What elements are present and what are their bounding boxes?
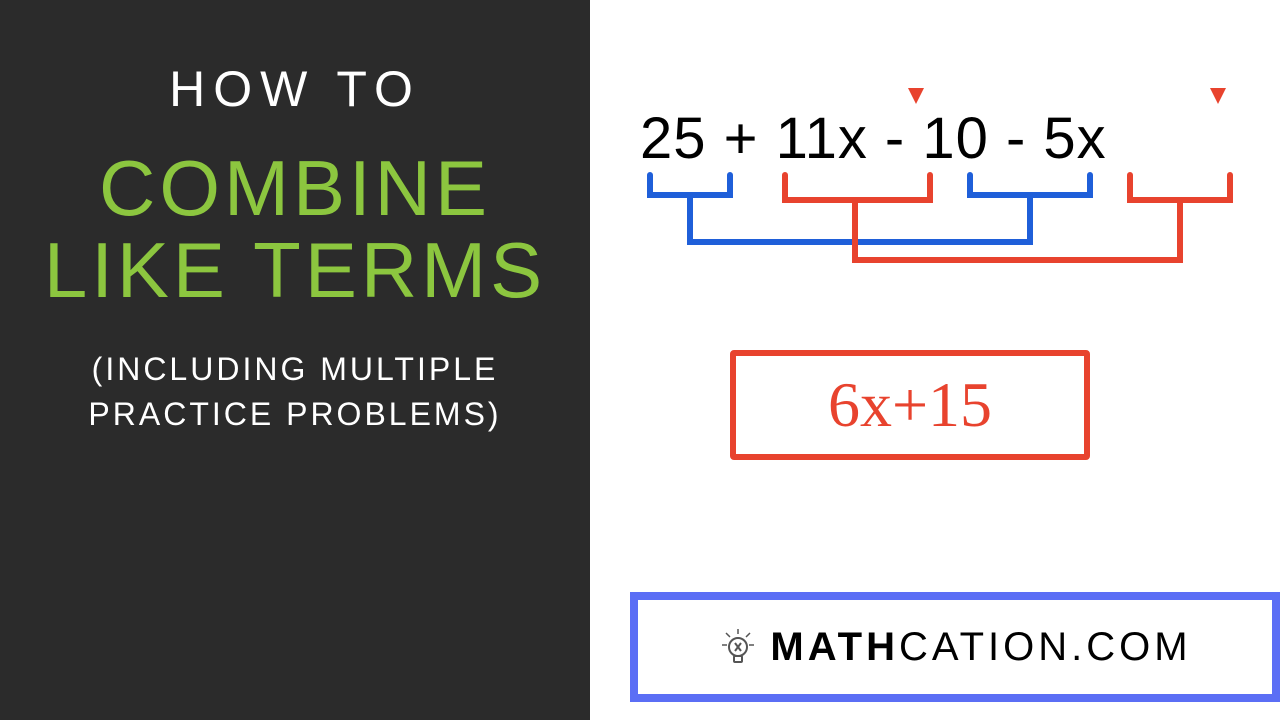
arrow-down-icon xyxy=(1210,88,1226,104)
logo-box: MATHCATION.COM xyxy=(630,592,1280,702)
logo-bold: MATH xyxy=(770,625,899,669)
subtitle: (INCLUDING MULTIPLE PRACTICE PROBLEMS) xyxy=(88,347,501,437)
like-terms-text: LIKE TERMS xyxy=(44,230,546,312)
subtitle-line-1: (INCLUDING MULTIPLE xyxy=(88,347,501,392)
math-expression: 25 + 11x - 10 - 5x xyxy=(640,105,1107,172)
whiteboard-panel: 25 + 11x - 10 - 5x 6x+15 MA xyxy=(590,0,1280,720)
subtitle-line-2: PRACTICE PROBLEMS) xyxy=(88,392,501,437)
grouping-brackets xyxy=(630,170,1250,280)
logo-text: MATHCATION.COM xyxy=(770,625,1191,670)
title-panel: HOW TO COMBINE LIKE TERMS (INCLUDING MUL… xyxy=(0,0,590,720)
combine-text: COMBINE xyxy=(99,148,491,230)
how-to-text: HOW TO xyxy=(169,60,421,118)
arrow-down-icon xyxy=(908,88,924,104)
answer-box: 6x+15 xyxy=(730,350,1090,460)
logo-light: CATION.COM xyxy=(899,625,1192,669)
answer-text: 6x+15 xyxy=(828,368,992,442)
lightbulb-icon xyxy=(718,627,758,667)
